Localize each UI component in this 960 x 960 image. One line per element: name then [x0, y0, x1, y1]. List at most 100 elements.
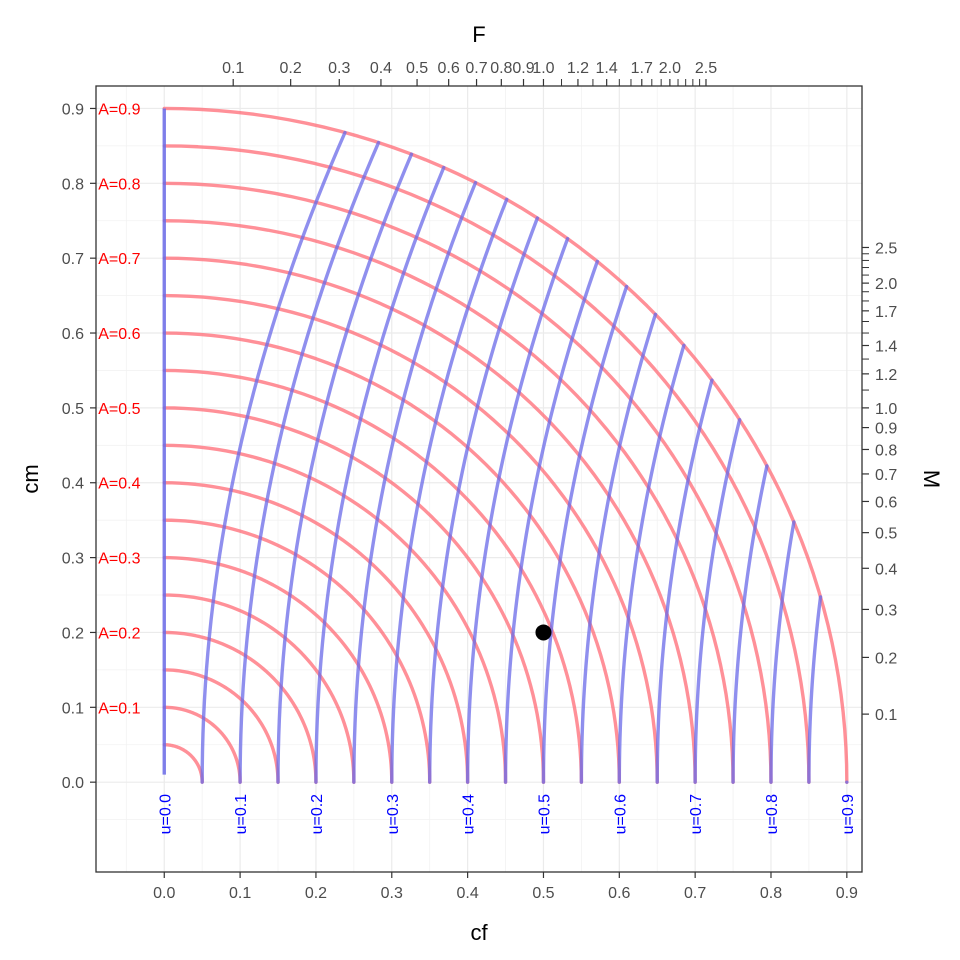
A-label: A=0.1: [98, 700, 140, 717]
right-tick-label: 1.7: [875, 304, 897, 321]
u-curve: [693, 417, 742, 784]
top-tick-label: 0.9: [512, 60, 534, 77]
x-tick-label: 0.0: [153, 885, 175, 902]
A-curve: [162, 481, 470, 784]
top-tick-label: 0.6: [438, 60, 460, 77]
u-curve: [769, 520, 796, 784]
A-curve: [162, 668, 280, 784]
curve-labels: A=0.1 A=0.2 A=0.3 A=0.4 A=0.5 A=0.6 A=0.7 A=0.8…: [98, 101, 857, 834]
u-curve: [276, 152, 414, 784]
A-label: A=0.7: [98, 251, 140, 268]
y-tick-label: 0.4: [62, 476, 84, 493]
y-tick-label: 0.8: [62, 176, 84, 193]
u-label: u=0.2: [309, 794, 326, 835]
A-label: A=0.2: [98, 625, 140, 642]
u-curve: [314, 165, 446, 784]
data-point: [535, 624, 552, 641]
top-tick-label: 0.1: [222, 60, 244, 77]
right-tick-label: 0.7: [875, 467, 897, 484]
y-tick-label: 0.6: [62, 326, 84, 343]
y-tick-label: 0.1: [62, 700, 84, 717]
y-tick-label: 0.0: [62, 775, 84, 792]
y-axis-title: cm: [18, 464, 43, 493]
x-tick-label: 0.1: [229, 885, 251, 902]
u-curve: [428, 216, 540, 784]
right-tick-label: 1.4: [875, 339, 897, 356]
u-label: u=0.8: [764, 794, 781, 835]
u-label: u=0.6: [612, 794, 629, 835]
A-curve: [162, 256, 697, 784]
right-tick-label: 0.1: [875, 707, 897, 724]
right-tick-label: 0.3: [875, 602, 897, 619]
right-tick-label: 0.4: [875, 561, 897, 578]
u-label: u=0.4: [461, 794, 478, 835]
u-label: u=0.7: [688, 794, 705, 835]
A-label: A=0.3: [98, 551, 140, 568]
u-label: u=0.9: [840, 794, 857, 835]
top-axis-title: F: [472, 22, 485, 47]
right-tick-label: 0.2: [875, 650, 897, 667]
top-tick-label: 1.7: [631, 60, 653, 77]
x-tick-label: 0.6: [608, 885, 630, 902]
A-curve: [162, 181, 773, 784]
top-tick-label: 1.2: [567, 60, 589, 77]
A-curve: [162, 331, 622, 784]
u-curve: [807, 595, 823, 784]
u-curve: [655, 378, 714, 784]
y-tick-label: 0.3: [62, 551, 84, 568]
right-tick-label: 0.5: [875, 526, 897, 543]
u-curve: [200, 130, 347, 784]
u-curve: [617, 343, 686, 784]
u-curve: [731, 464, 769, 784]
top-tick-label: 0.2: [280, 60, 302, 77]
u-curve: [541, 284, 629, 784]
A-curve: [162, 630, 318, 784]
u-label: u=0.0: [157, 794, 174, 835]
y-tick-label: 0.7: [62, 251, 84, 268]
top-tick-label: 2.5: [695, 60, 717, 77]
y-tick-label: 0.2: [62, 625, 84, 642]
right-tick-label: 2.5: [875, 240, 897, 257]
curves: [162, 106, 849, 784]
x-tick-label: 0.3: [381, 885, 403, 902]
A-label: A=0.4: [98, 476, 140, 493]
right-tick-label: 1.0: [875, 401, 897, 418]
top-tick-label: 0.3: [328, 60, 350, 77]
u-curve: [579, 312, 658, 784]
x-axis-title: cf: [470, 920, 488, 945]
panel-background: [96, 86, 862, 872]
right-tick-label: 2.0: [875, 276, 897, 293]
right-tick-label: 1.2: [875, 367, 897, 384]
x-tick-label: 0.9: [836, 885, 858, 902]
A-curve: [162, 406, 546, 784]
A-curve: [162, 219, 735, 784]
A-curve: [162, 106, 849, 784]
y-tick-label: 0.9: [62, 101, 84, 118]
x-tick-label: 0.2: [305, 885, 327, 902]
A-label: A=0.8: [98, 176, 140, 193]
A-curve: [162, 443, 508, 784]
A-label: A=0.5: [98, 401, 140, 418]
u-curve: [465, 236, 570, 784]
u-label: u=0.3: [385, 794, 402, 835]
u-label: u=0.5: [536, 794, 553, 835]
A-label: A=0.6: [98, 326, 140, 343]
A-curve: [162, 518, 432, 784]
u-curve: [352, 180, 478, 784]
x-tick-label: 0.5: [532, 885, 554, 902]
right-tick-label: 0.6: [875, 494, 897, 511]
A-curve: [162, 293, 659, 784]
A-label: A=0.9: [98, 101, 140, 118]
A-curve: [162, 705, 242, 784]
y-tick-label: 0.5: [62, 401, 84, 418]
right-tick-label: 0.8: [875, 442, 897, 459]
right-tick-label: 0.9: [875, 421, 897, 438]
top-tick-label: 1.4: [596, 60, 618, 77]
right-axis-title: M: [919, 470, 944, 488]
top-tick-label: 0.4: [370, 60, 392, 77]
u-label: u=0.1: [233, 794, 250, 835]
u-curve: [238, 140, 381, 784]
x-tick-label: 0.8: [760, 885, 782, 902]
axes: 0.0 0.1 0.2 0.3 0.4 0.5 0.6 0.7 0.8 0.9 0.0 0.1 0.2 0…: [62, 60, 898, 902]
